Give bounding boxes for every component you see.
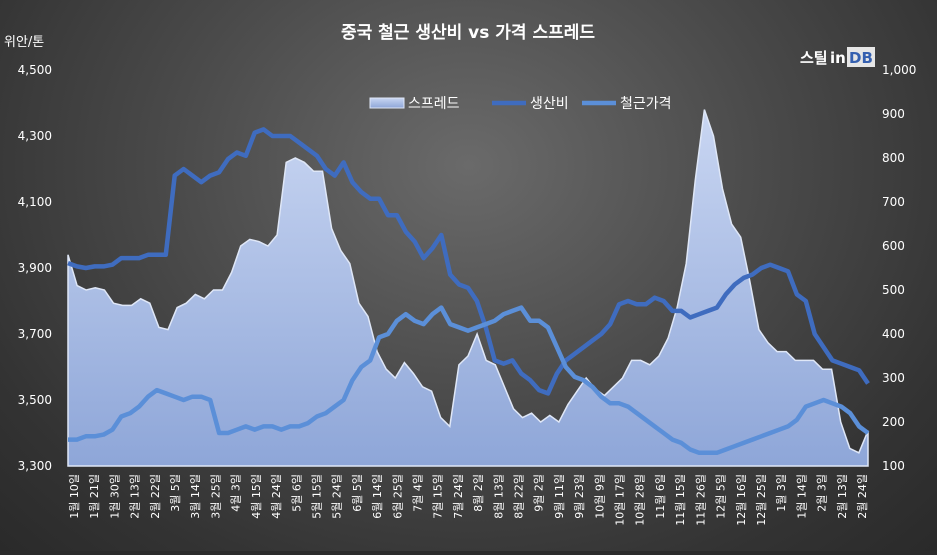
x-tick-label: 7월 4일 — [410, 474, 424, 512]
x-tick-label: 2월 13일 — [128, 474, 142, 519]
y-right-tick-label: 1,000 — [882, 63, 916, 77]
legend-label: 철근가격 — [620, 96, 672, 112]
x-tick-label: 8월 22일 — [512, 474, 526, 519]
x-tick-label: 11월 26일 — [693, 474, 707, 526]
x-tick-label: 1월 14일 — [794, 474, 808, 519]
legend-label: 생산비 — [530, 96, 569, 112]
x-tick-label: 7월 15일 — [431, 474, 445, 519]
x-tick-label: 6월 25일 — [390, 474, 404, 519]
x-tick-label: 1월 3일 — [774, 474, 788, 512]
x-tick-label: 8월 2일 — [471, 474, 485, 512]
legend-label: 스프레드 — [408, 96, 460, 112]
x-tick-label: 2월 13일 — [835, 474, 849, 519]
x-tick-label: 12월 25일 — [754, 474, 768, 526]
x-tick-label: 9월 23일 — [572, 474, 586, 519]
brand-box — [847, 47, 875, 67]
x-tick-label: 4월 15일 — [249, 474, 263, 519]
x-tick-label: 10월 9일 — [592, 474, 606, 519]
x-tick-label: 5월 15일 — [309, 474, 323, 519]
y-right-tick-label: 500 — [882, 283, 905, 297]
x-tick-label: 12월 16일 — [734, 474, 748, 526]
y-right-tick-label: 400 — [882, 327, 905, 341]
y-left-tick-label: 4,500 — [18, 63, 52, 77]
y-left-tick-label: 4,300 — [18, 129, 52, 143]
axes-layer: 3,300 3,500 3,700 3,900 4,100 4,300 4,500 100 20… — [18, 63, 917, 526]
line-layer — [67, 127, 870, 456]
brand-text-b: in — [830, 49, 846, 67]
y-left-tick-label: 3,900 — [18, 261, 52, 275]
x-tick-label: 8월 13일 — [491, 474, 505, 519]
brand-logo: 스틸 in DB — [800, 47, 875, 67]
y-right-tick-label: 200 — [882, 415, 905, 429]
x-tick-label: 9월 2일 — [532, 474, 546, 512]
y-right-tick-label: 300 — [882, 371, 905, 385]
x-tick-label: 6월 5일 — [350, 474, 364, 512]
x-tick-label: 9월 11일 — [552, 474, 566, 519]
x-tick-label: 1월 10일 — [67, 474, 81, 519]
x-tick-label: 2월 24일 — [855, 474, 869, 519]
x-tick-label: 4월 24일 — [269, 474, 283, 519]
x-tick-label: 3월 14일 — [188, 474, 202, 519]
x-tick-label: 11월 15일 — [673, 474, 687, 526]
x-tick-label: 6월 14일 — [370, 474, 384, 519]
y-right-tick-label: 700 — [882, 195, 905, 209]
x-tick-label: 10월 28일 — [633, 474, 647, 526]
cost-line — [67, 127, 870, 396]
y-left-unit: 위안/톤 — [4, 35, 44, 50]
y-left-tick-label: 3,500 — [18, 393, 52, 407]
x-tick-label: 7월 24일 — [451, 474, 465, 519]
brand-text-a: 스틸 — [800, 49, 828, 67]
x-tick-label: 5월 24일 — [330, 474, 344, 519]
x-tick-label: 3월 5일 — [168, 474, 182, 512]
y-left-tick-label: 4,100 — [18, 195, 52, 209]
x-tick-label: 12월 5일 — [714, 474, 728, 519]
x-tick-label: 5월 6일 — [289, 474, 303, 512]
y-left-tick-label: 3,300 — [18, 459, 52, 473]
x-tick-label: 4월 3일 — [229, 474, 243, 512]
price-line — [68, 305, 870, 456]
x-tick-label: 3월 25일 — [208, 474, 222, 519]
y-right-tick-label: 600 — [882, 239, 905, 253]
y-left-tick-label: 3,700 — [18, 327, 52, 341]
brand-text-c: DB — [849, 49, 873, 67]
x-tick-label: 2월 3일 — [815, 474, 829, 512]
y-right-tick-label: 800 — [882, 151, 905, 165]
legend-swatch-spread — [369, 97, 405, 109]
x-tick-label: 10월 17일 — [613, 474, 627, 526]
y-right-tick-label: 100 — [882, 459, 905, 473]
x-tick-label: 2월 22일 — [148, 474, 162, 519]
x-tick-label: 1월 30일 — [107, 474, 121, 519]
x-tick-label: 11월 6일 — [653, 474, 667, 519]
chart-title: 중국 철근 생산비 vs 가격 스프레드 — [341, 23, 595, 43]
y-right-tick-label: 900 — [882, 107, 905, 121]
x-tick-label: 1월 21일 — [87, 474, 101, 519]
legend: 스프레드 생산비 철근가격 — [369, 96, 672, 112]
